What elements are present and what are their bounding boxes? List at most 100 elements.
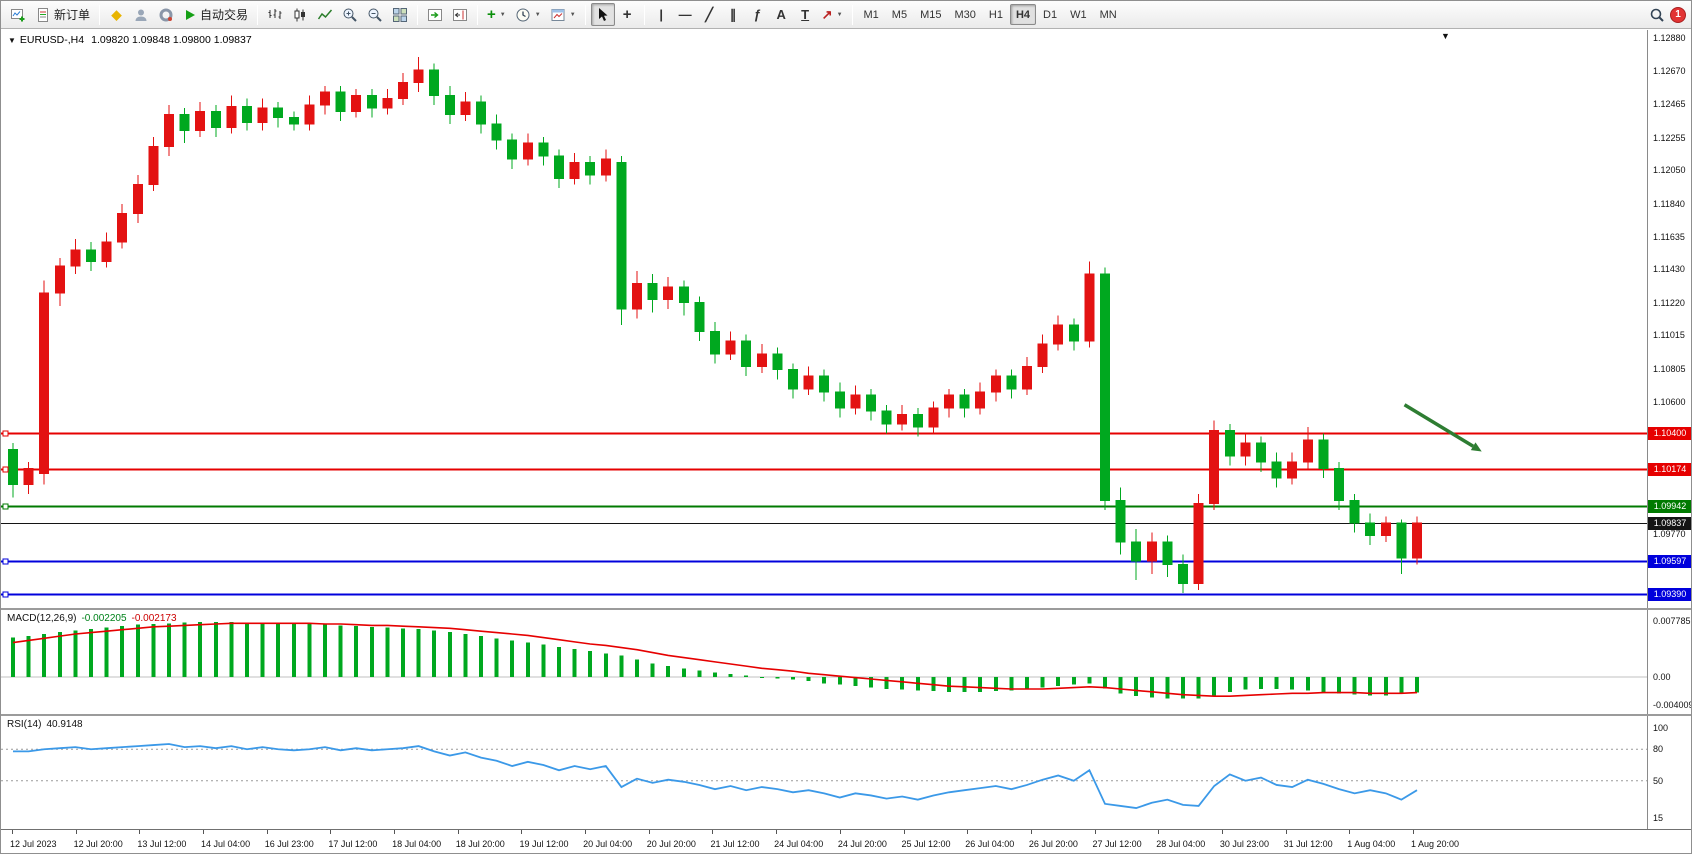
macd-bar bbox=[759, 676, 764, 678]
text-tool-button[interactable]: A bbox=[770, 3, 793, 26]
chart-title: ▼ EURUSD-,H4 1.09820 1.09848 1.09800 1.098… bbox=[8, 34, 252, 46]
time-axis-label: 26 Jul 20:00 bbox=[1028, 839, 1078, 849]
bar-chart-button[interactable] bbox=[263, 3, 287, 26]
macd-chart[interactable] bbox=[1, 610, 1647, 714]
candle-body bbox=[304, 104, 315, 125]
candle-body bbox=[148, 145, 159, 186]
one-click-trading-arrow[interactable]: ▼ bbox=[8, 36, 16, 45]
timeframe-m30[interactable]: M30 bbox=[954, 8, 976, 21]
macd-pane[interactable]: MACD(12,26,9) -0.002205 -0.002173 0.007785… bbox=[1, 610, 1691, 714]
zoom-in-button[interactable] bbox=[338, 3, 362, 26]
time-axis[interactable]: 12 Jul 2023 12 Jul 20:00 13 Jul 12:00 14 Ju… bbox=[1, 829, 1691, 853]
chart-symbol-period: EURUSD-,H4 bbox=[19, 34, 85, 46]
vertical-line-icon: | bbox=[659, 7, 663, 22]
horizontal-line-tool-button[interactable]: — bbox=[674, 3, 697, 26]
candlestick-chart-button[interactable] bbox=[288, 3, 312, 26]
candle-body bbox=[1115, 499, 1126, 543]
macd-bar bbox=[120, 626, 125, 677]
timeframe-w1[interactable]: W1 bbox=[1070, 8, 1087, 21]
timeframe-m5[interactable]: M5 bbox=[891, 8, 908, 21]
profile-button[interactable] bbox=[129, 3, 153, 26]
candle-body bbox=[881, 410, 892, 425]
arrow-annotation[interactable] bbox=[1403, 403, 1475, 448]
time-axis-tick bbox=[585, 830, 587, 834]
rsi-chart[interactable] bbox=[1, 716, 1647, 829]
main-chart-pane[interactable]: ▼ EURUSD-,H4 1.09820 1.09848 1.09800 1.098… bbox=[1, 30, 1691, 608]
tile-windows-button[interactable] bbox=[388, 3, 412, 26]
fibonacci-tool-button[interactable]: ƒ bbox=[746, 3, 769, 26]
chart-shift-button[interactable] bbox=[448, 3, 472, 26]
arrows-tool-button[interactable]: ↗ ▼ bbox=[818, 3, 847, 26]
hline-handle[interactable] bbox=[2, 430, 9, 437]
macd-bar bbox=[104, 627, 109, 677]
candle-body bbox=[678, 286, 689, 304]
candle-body bbox=[382, 98, 393, 109]
auto-scroll-button[interactable] bbox=[423, 3, 447, 26]
time-axis-label: 1 Aug 20:00 bbox=[1410, 839, 1459, 849]
zoom-out-button[interactable] bbox=[363, 3, 387, 26]
timeframe-m1[interactable]: M1 bbox=[863, 8, 879, 21]
channel-tool-button[interactable]: ∥ bbox=[722, 3, 745, 26]
timeframe-h4[interactable]: H4 bbox=[1009, 4, 1037, 25]
metaeditor-button[interactable]: ◆ bbox=[105, 3, 128, 26]
macd-bar bbox=[1040, 676, 1045, 688]
macd-bar bbox=[1165, 676, 1170, 699]
hline-handle[interactable] bbox=[2, 503, 9, 510]
new-order-icon bbox=[35, 7, 51, 23]
rsi-pane[interactable]: RSI(14) 40.9148 100 80 50 15 bbox=[1, 716, 1691, 829]
label-tool-button[interactable]: T bbox=[794, 3, 817, 26]
cursor-tool-button[interactable] bbox=[590, 3, 615, 26]
templates-button[interactable]: ▼ bbox=[546, 3, 580, 26]
time-axis-tick bbox=[75, 830, 77, 834]
macd-axis-label: 0.007785 bbox=[1653, 616, 1691, 627]
new-order-button[interactable]: 新订单 bbox=[31, 3, 94, 26]
trendline-tool-button[interactable]: ╱ bbox=[698, 3, 721, 26]
bar-chart-icon bbox=[267, 7, 283, 23]
line-chart-button[interactable] bbox=[313, 3, 337, 26]
notification-badge[interactable]: 1 bbox=[1670, 6, 1686, 23]
timeframe-m15[interactable]: M15 bbox=[920, 8, 942, 21]
tile-windows-icon bbox=[392, 7, 408, 23]
vertical-line-tool-button[interactable]: | bbox=[650, 3, 673, 26]
line-chart-icon bbox=[317, 7, 333, 23]
hline-handle[interactable] bbox=[2, 558, 9, 565]
chart-shift-marker[interactable]: ▼ bbox=[1441, 31, 1450, 41]
time-axis-tick bbox=[457, 830, 459, 834]
macd-bar bbox=[213, 621, 218, 677]
timeframe-h1[interactable]: H1 bbox=[988, 8, 1003, 21]
news-button[interactable] bbox=[154, 3, 178, 26]
time-axis-tick bbox=[266, 830, 268, 834]
macd-bar bbox=[1103, 676, 1107, 689]
candle-body bbox=[1412, 522, 1422, 559]
new-chart-button[interactable] bbox=[6, 3, 30, 26]
indicators-button[interactable]: + ▼ bbox=[483, 3, 510, 26]
candle-body bbox=[210, 110, 221, 128]
timeframe-mn[interactable]: MN bbox=[1099, 8, 1117, 21]
search-button[interactable] bbox=[1645, 3, 1669, 26]
candle-body bbox=[491, 123, 502, 141]
periods-button[interactable]: ▼ bbox=[511, 3, 545, 26]
candlestick-chart[interactable] bbox=[1, 30, 1647, 608]
timeframe-d1[interactable]: D1 bbox=[1043, 8, 1058, 21]
candle-body bbox=[975, 391, 986, 409]
candle-body bbox=[990, 375, 1001, 393]
rsi-axis-label: 15 bbox=[1653, 812, 1664, 823]
candle-body bbox=[1100, 273, 1110, 501]
macd-bar bbox=[947, 676, 951, 692]
macd-bar bbox=[978, 676, 983, 692]
candle-body bbox=[398, 82, 408, 100]
macd-bar bbox=[338, 625, 343, 677]
fibonacci-icon: ƒ bbox=[753, 7, 761, 22]
macd-value-main: -0.002205 bbox=[81, 613, 127, 624]
candle-body bbox=[756, 353, 767, 368]
crosshair-tool-button[interactable]: + bbox=[616, 3, 639, 26]
toolbar-separator bbox=[257, 4, 259, 25]
hline-handle[interactable] bbox=[2, 591, 9, 598]
hline-handle[interactable] bbox=[2, 466, 9, 473]
panel-splitter-macd[interactable] bbox=[1, 608, 1691, 610]
autotrading-button[interactable]: 自动交易 bbox=[179, 3, 252, 26]
macd-bar bbox=[1071, 676, 1076, 685]
time-axis-label: 31 Jul 12:00 bbox=[1283, 839, 1333, 849]
panel-splitter-rsi[interactable] bbox=[1, 714, 1691, 716]
candle-body bbox=[1302, 439, 1313, 463]
